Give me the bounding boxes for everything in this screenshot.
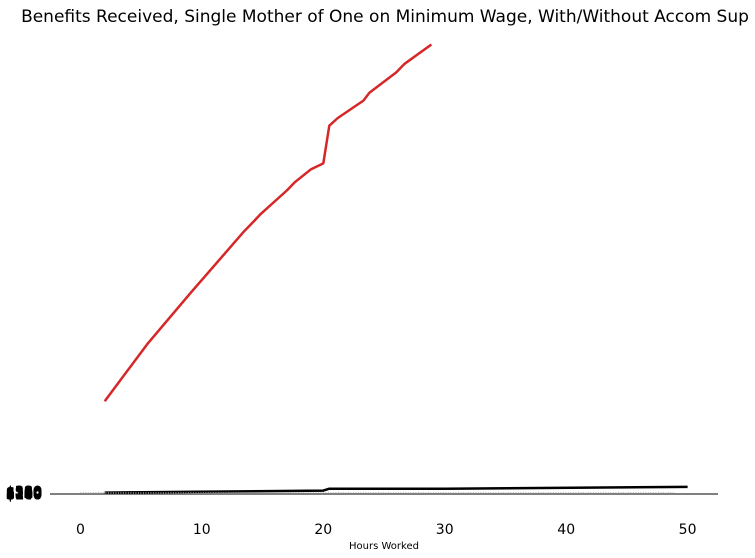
y-tick-label-9: $200	[6, 488, 42, 503]
y-tick-label-8: $220	[6, 487, 42, 502]
series-layer	[80, 43, 688, 494]
x-tick-label-2: 20	[314, 522, 332, 538]
series-line-0	[103, 43, 433, 402]
y-tick-label-4: $300	[6, 486, 42, 501]
chart-title: Benefits Received, Single Mother of One …	[21, 7, 749, 27]
y-tick-label-0: $380	[6, 484, 42, 499]
y-tick-label-11: $160	[6, 488, 42, 503]
x-axis-label: Hours Worked	[349, 541, 419, 552]
y-tick-label-7: $240	[6, 487, 42, 502]
y-tick-labels: $380$360$340$320$300$280$260$240$220$200…	[6, 484, 42, 503]
y-tick-label-6: $260	[6, 487, 42, 502]
x-tick-labels: 0 10 20 30 40 50	[76, 522, 697, 538]
y-tick-label-10: $180	[6, 488, 42, 503]
y-tick-label-5: $280	[6, 486, 42, 501]
y-tick-label-12: $140	[6, 489, 42, 504]
y-tick-label-3: $320	[6, 485, 42, 500]
y-tick-label-2: $340	[6, 485, 42, 500]
x-tick-label-4: 40	[557, 522, 575, 538]
x-tick-label-0: 0	[76, 522, 85, 538]
x-tick-label-1: 10	[193, 522, 211, 538]
y-tick-label-1: $360	[6, 485, 42, 500]
x-tick-label-5: 50	[679, 522, 697, 538]
x-tick-label-3: 30	[436, 522, 454, 538]
series-line-1	[104, 485, 688, 494]
